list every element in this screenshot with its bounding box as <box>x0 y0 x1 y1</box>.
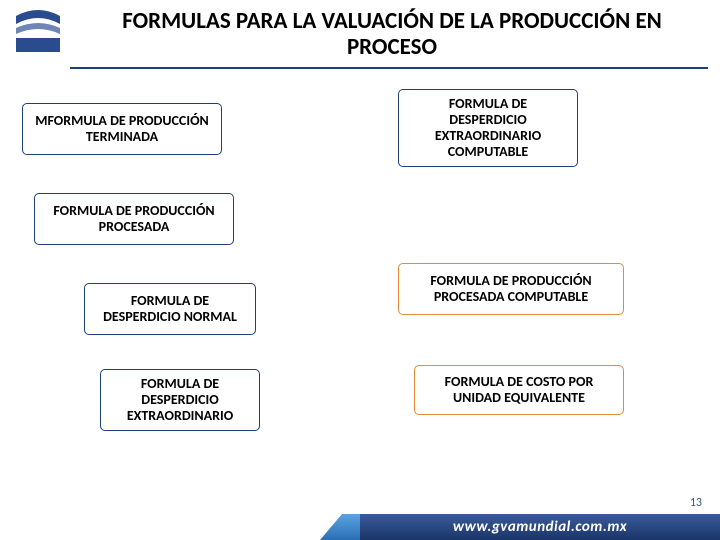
formula-box-b2: FORMULA DE DESPERDICIO EXTRAORDINARIO CO… <box>398 89 578 167</box>
formula-box-b3: FORMULA DE PRODUCCIÓN PROCESADA <box>34 193 234 245</box>
diagram-area: MFORMULA DE PRODUCCIÓN TERMINADA FORMULA … <box>0 69 720 459</box>
footer-accent <box>320 514 360 540</box>
page-title: FORMULAS PARA LA VALUACIÓN DE LA PRODUCC… <box>74 8 710 61</box>
logo-arc-mid <box>16 23 60 34</box>
logo-arc-top <box>16 10 60 24</box>
formula-box-b6: FORMULA DE DESPERDICIO EXTRAORDINARIO <box>100 369 260 431</box>
formula-box-b4: FORMULA DE DESPERDICIO NORMAL <box>84 283 256 335</box>
footer-url: www.gvamundial.com.mx <box>360 514 720 540</box>
page-number: 13 <box>690 496 702 510</box>
footer: www.gvamundial.com.mx <box>300 510 720 540</box>
brand-logo <box>10 8 66 56</box>
formula-box-b7: FORMULA DE COSTO POR UNIDAD EQUIVALENTE <box>414 365 624 415</box>
formula-box-b5: FORMULA DE PRODUCCIÓN PROCESADA COMPUTAB… <box>398 263 624 315</box>
formula-box-b1: MFORMULA DE PRODUCCIÓN TERMINADA <box>22 103 222 155</box>
logo-base <box>16 38 60 52</box>
